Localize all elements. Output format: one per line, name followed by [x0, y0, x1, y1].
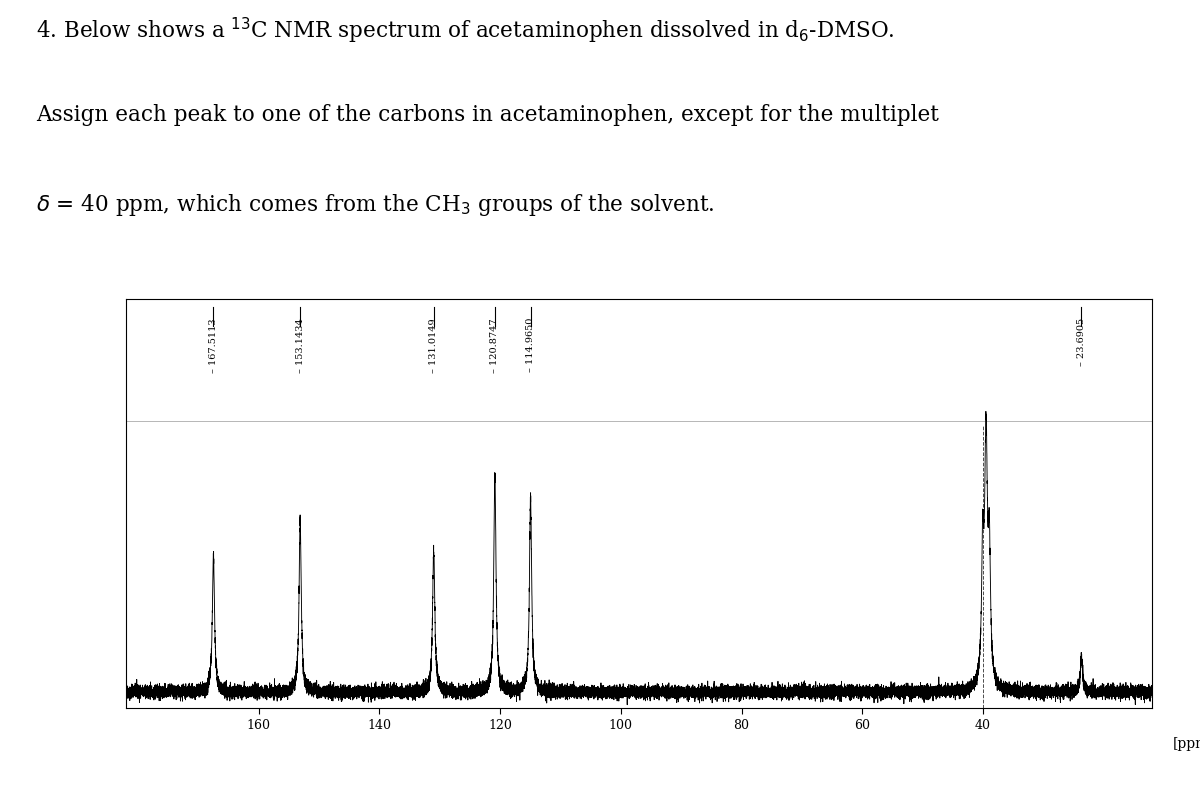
Text: – 120.8747: – 120.8747 [491, 318, 499, 373]
Text: – 167.5113: – 167.5113 [209, 318, 218, 373]
Text: $\delta$ = 40 ppm, which comes from the CH$_3$ groups of the solvent.: $\delta$ = 40 ppm, which comes from the … [36, 192, 714, 218]
Text: 4. Below shows a $^{13}$C NMR spectrum of acetaminophen dissolved in d$_6$-DMSO.: 4. Below shows a $^{13}$C NMR spectrum o… [36, 16, 894, 46]
Text: [ppm]: [ppm] [1172, 737, 1200, 751]
Text: – 131.0149: – 131.0149 [430, 318, 438, 373]
Text: – 114.9650: – 114.9650 [526, 318, 535, 372]
Text: – 153.1434: – 153.1434 [295, 318, 305, 373]
Text: – 23.6905: – 23.6905 [1076, 318, 1086, 366]
Text: Assign each peak to one of the carbons in acetaminophen, except for the multiple: Assign each peak to one of the carbons i… [36, 104, 938, 126]
